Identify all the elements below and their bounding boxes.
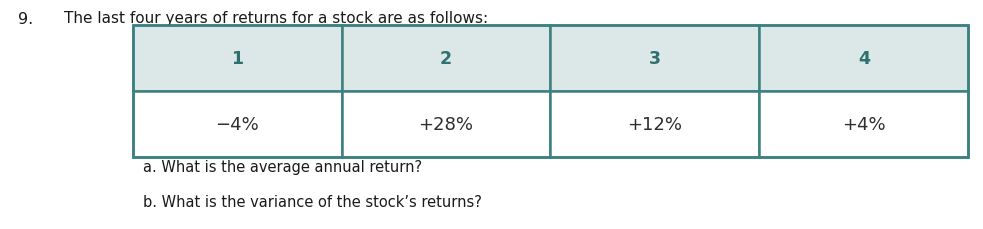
Bar — [342, 26, 550, 92]
Bar — [759, 92, 968, 157]
Text: +28%: +28% — [419, 115, 474, 133]
Text: b. What is the variance of the stock’s returns?: b. What is the variance of the stock’s r… — [143, 195, 482, 210]
Text: a. What is the average annual return?: a. What is the average annual return? — [143, 159, 422, 174]
Text: 9.: 9. — [18, 11, 33, 26]
Text: 2: 2 — [440, 50, 452, 68]
Bar — [133, 92, 342, 157]
Bar — [550, 92, 760, 157]
Bar — [133, 26, 968, 157]
Bar — [759, 26, 968, 92]
Text: 4: 4 — [858, 50, 870, 68]
Text: +12%: +12% — [627, 115, 682, 133]
Text: The last four years of returns for a stock are as follows:: The last four years of returns for a sto… — [64, 11, 488, 26]
Bar — [133, 26, 342, 92]
Bar — [342, 92, 550, 157]
Text: 3: 3 — [649, 50, 661, 68]
Bar — [550, 26, 760, 92]
Text: −4%: −4% — [215, 115, 260, 133]
Text: 1: 1 — [231, 50, 243, 68]
Text: +4%: +4% — [842, 115, 886, 133]
